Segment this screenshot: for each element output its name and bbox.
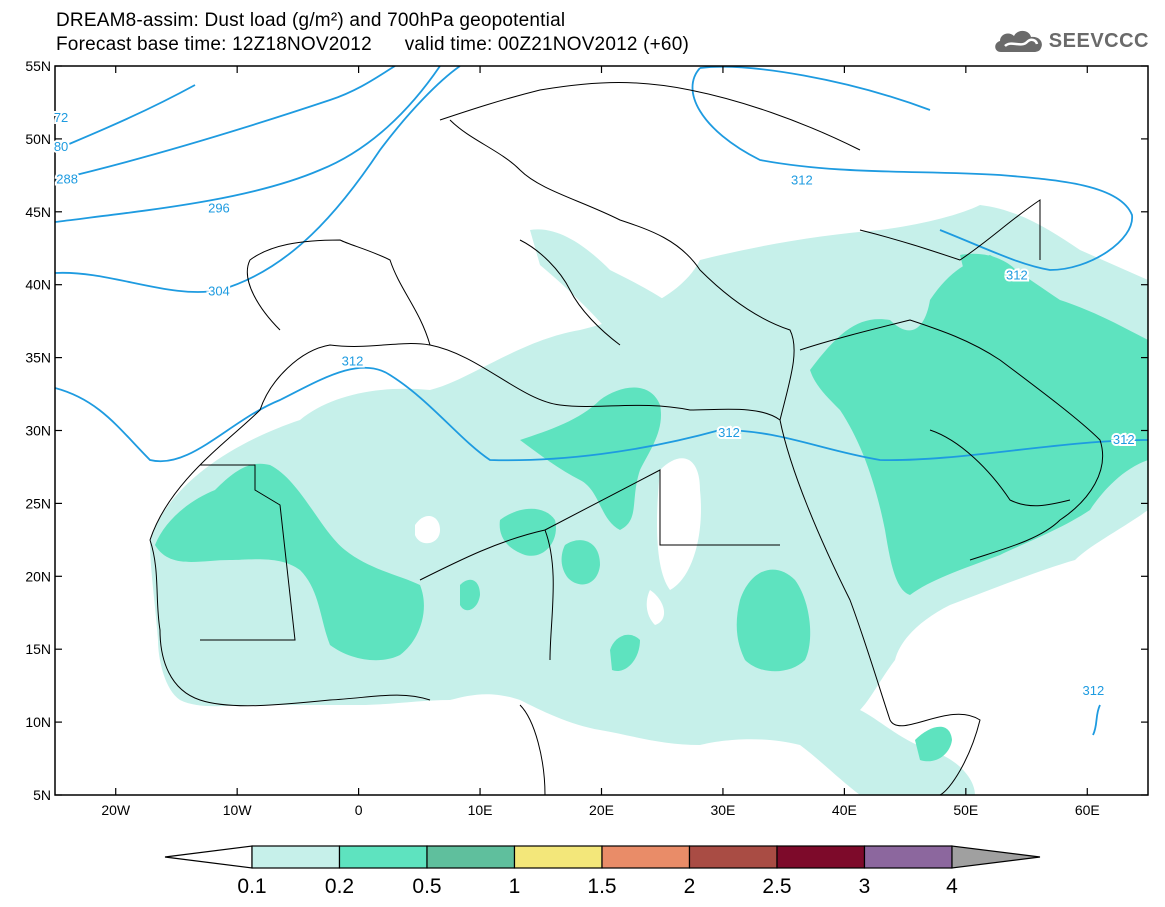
forecast-time-line: Forecast base time: 12Z18NOV2012 valid t…: [56, 34, 689, 55]
lat-label: 20N: [25, 568, 51, 584]
lat-label: 5N: [33, 787, 51, 803]
contour-label: 312: [1082, 683, 1104, 698]
dust-free-gaps: [415, 458, 701, 625]
seevccc-logo: SEEVCCC: [993, 28, 1149, 54]
lon-label: 20W: [101, 802, 131, 818]
colorbar-label: 0.2: [325, 875, 354, 898]
colorbar-segment: [426, 845, 516, 869]
lat-label: 10N: [25, 714, 51, 730]
map-title: DREAM8-assim: Dust load (g/m²) and 700hP…: [56, 10, 566, 31]
lat-label: 50N: [25, 131, 51, 147]
colorbar-segment: [776, 845, 866, 869]
cloud-logo-icon: [995, 30, 1042, 52]
lon-label: 30E: [710, 802, 735, 818]
map-area: [55, 66, 1148, 795]
colorbar-label: 0.1: [237, 875, 266, 898]
contour-label: 304: [208, 284, 230, 299]
colorbar-segment: [688, 845, 778, 869]
lon-label: 40E: [832, 802, 857, 818]
colorbar-segment: [338, 845, 428, 869]
contour-label: 312: [1006, 267, 1028, 282]
contour-label: 80: [54, 139, 68, 154]
lon-label: 0: [355, 802, 363, 818]
lon-label: 10E: [468, 802, 493, 818]
colorbar-under-arrow: [164, 845, 253, 869]
contour-label: 72: [54, 110, 68, 125]
contour-label: 312: [342, 354, 364, 369]
lat-label: 25N: [25, 495, 51, 511]
colorbar-segment: [863, 845, 953, 869]
dust-load-medium: [155, 253, 1148, 762]
colorbar-label: 2: [684, 875, 696, 898]
contour-label: 312: [791, 173, 813, 188]
lat-label: 55N: [25, 58, 51, 74]
colorbar-label: 0.5: [412, 875, 441, 898]
colorbar-label: 1.5: [587, 875, 616, 898]
colorbar-label: 3: [859, 875, 871, 898]
colorbar-label: 1: [509, 875, 521, 898]
lat-label: 35N: [25, 350, 51, 366]
longitude-axis: 20W 10W 0 10E 20E 30E 40E 50E 60E: [101, 66, 1100, 818]
logo-text: SEEVCCC: [1048, 29, 1149, 52]
geopotential-contours: [55, 66, 1148, 736]
contour-label: 296: [208, 200, 230, 215]
colorbar-segment: [601, 845, 691, 869]
lon-label: 20E: [589, 802, 614, 818]
lon-label: 60E: [1075, 802, 1100, 818]
colorbar-legend: 0.1 0.2 0.5 1 1.5 2 2.5 3 4: [164, 845, 1041, 898]
lat-label: 40N: [25, 277, 51, 293]
colorbar-over-arrow: [951, 845, 1041, 869]
lon-label: 50E: [953, 802, 978, 818]
lat-label: 15N: [25, 641, 51, 657]
contour-label: 288: [56, 171, 78, 186]
latitude-axis: 55N 50N 45N 40N 35N 30N 25N 20N 15N 10N 5N: [25, 58, 1148, 803]
colorbar-label: 2.5: [762, 875, 791, 898]
colorbar-segment: [513, 845, 603, 869]
contour-label: 312: [1113, 432, 1135, 447]
lat-label: 30N: [25, 423, 51, 439]
contour-labels: 72 80 288 296 304 312 312 312 312 312 312: [52, 108, 1137, 700]
lat-label: 45N: [25, 204, 51, 220]
lon-label: 10W: [223, 802, 253, 818]
colorbar-label: 4: [946, 875, 958, 898]
colorbar-segment: [251, 845, 341, 869]
coastlines-borders: [149, 82, 1104, 795]
contour-label: 312: [718, 425, 740, 440]
